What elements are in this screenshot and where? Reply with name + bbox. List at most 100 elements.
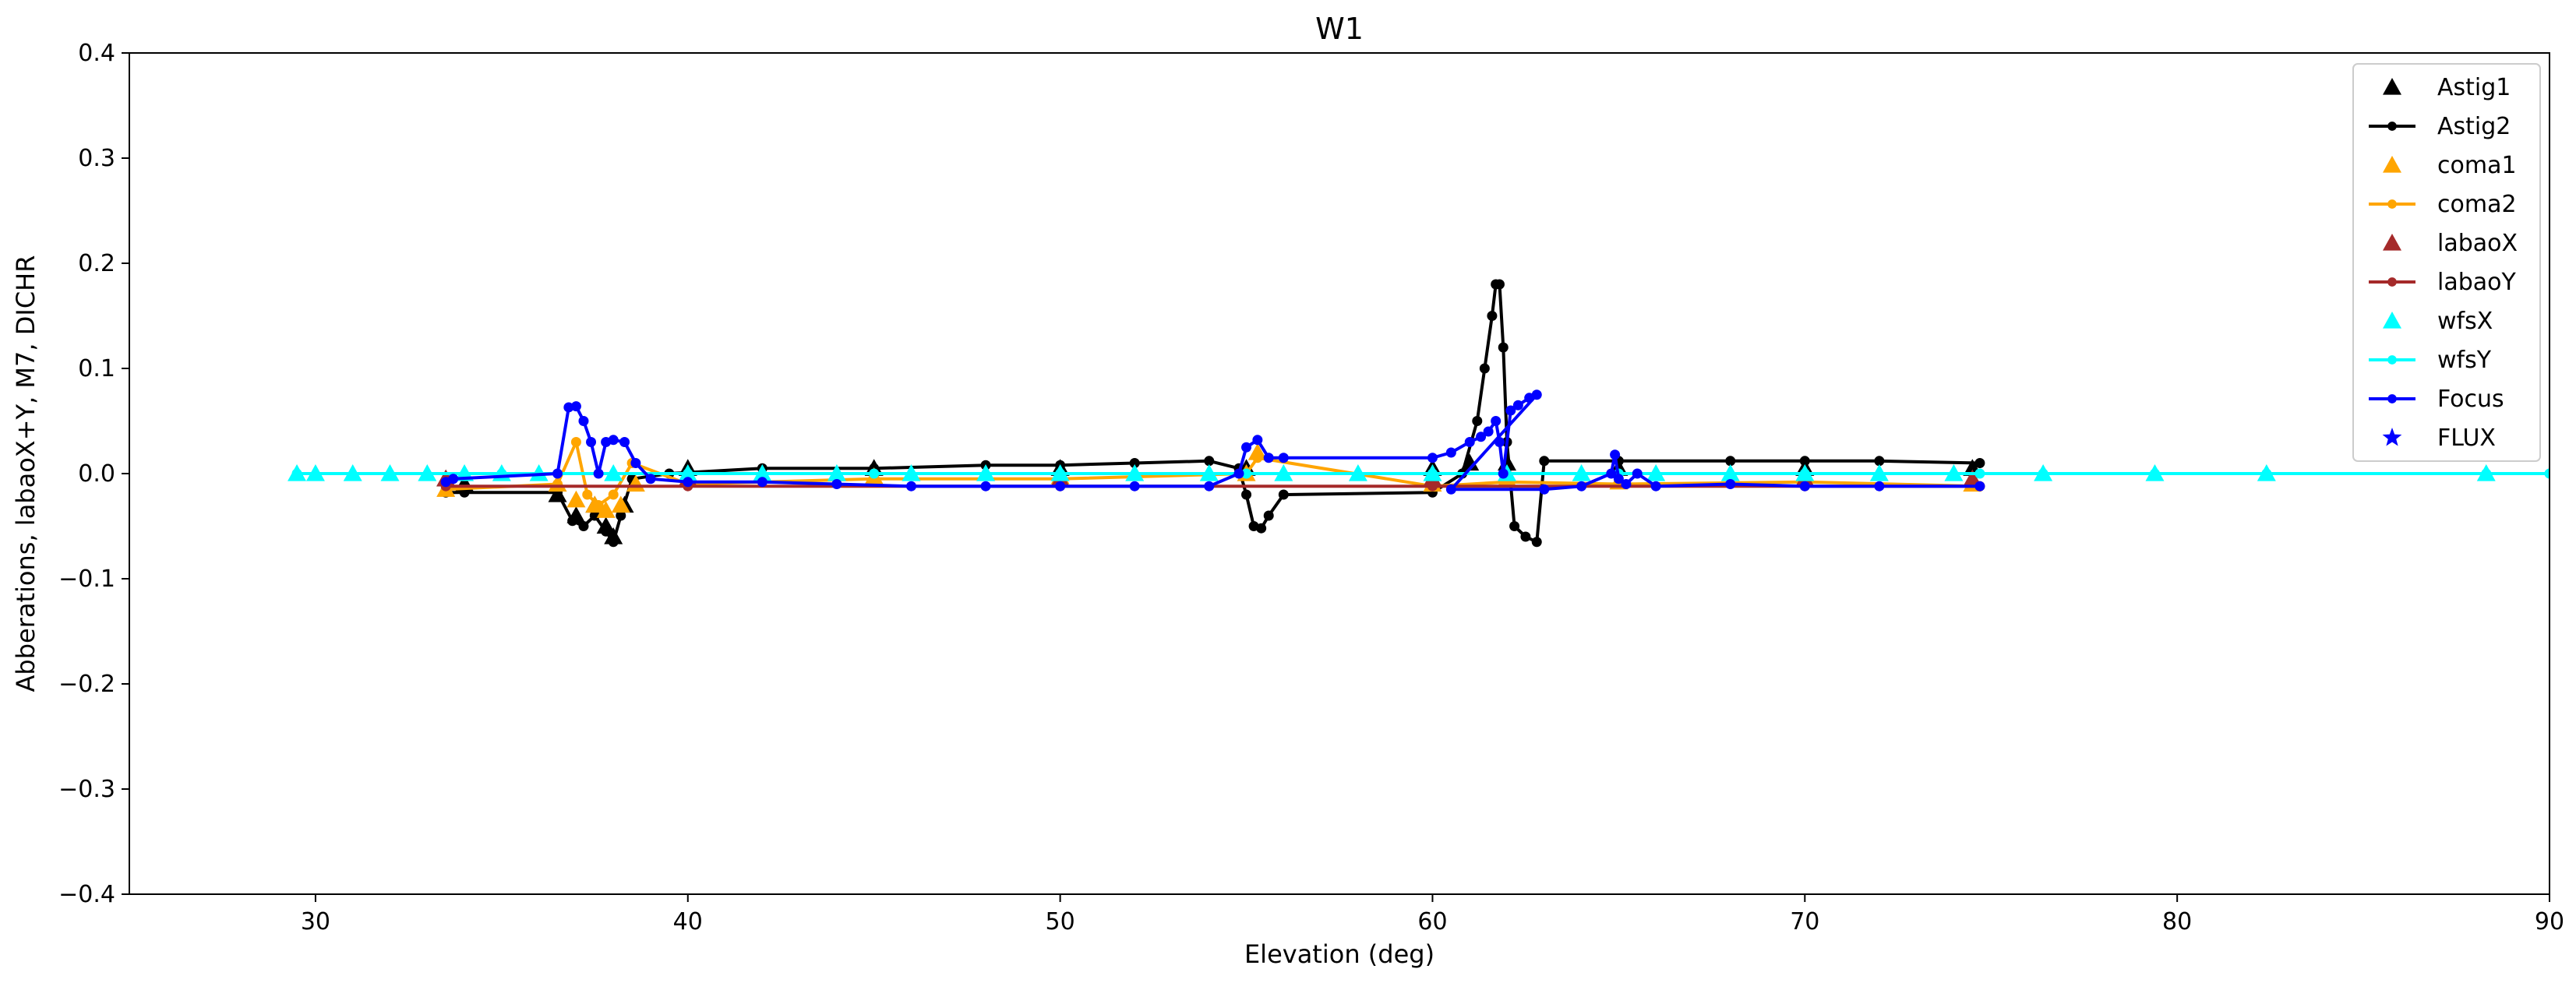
y-tick-label: 0.0 (78, 460, 115, 488)
data-point-focus (1512, 400, 1523, 410)
data-point-astig1 (596, 516, 616, 534)
data-point-focus (1650, 481, 1661, 492)
data-point-wfsy (869, 468, 880, 479)
data-point-wfsy (1427, 468, 1438, 479)
x-tick-label: 80 (2162, 908, 2192, 935)
data-point-focus (1445, 447, 1456, 458)
data-point-astig2 (1725, 456, 1736, 467)
x-tick-label: 50 (1046, 908, 1075, 935)
data-point-focus (1576, 481, 1587, 492)
data-point-astig2 (1263, 510, 1274, 521)
legend-item-coma2: coma2 (2369, 191, 2517, 218)
series-focus (440, 389, 1985, 495)
legend-box (2352, 63, 2541, 462)
legend-label: wfsY (2437, 347, 2492, 374)
data-point-astig2 (1487, 311, 1498, 321)
data-point-focus (1278, 453, 1289, 463)
x-tick-label: 90 (2535, 908, 2564, 935)
data-point-focus (1252, 435, 1263, 446)
data-point-focus (1476, 432, 1487, 442)
data-point-focus (1427, 453, 1438, 463)
data-point-wfsy (291, 468, 302, 479)
legend-marker (2383, 156, 2401, 173)
data-point-focus (757, 477, 768, 488)
data-point-astig2 (567, 516, 578, 527)
data-point-coma2 (608, 489, 619, 500)
x-tick-label: 60 (1417, 908, 1447, 935)
data-point-focus (1799, 481, 1810, 492)
data-point-wfsy (2149, 468, 2160, 479)
data-point-focus (619, 437, 630, 447)
data-point-coma2 (593, 500, 604, 510)
data-point-astig2 (589, 510, 600, 521)
legend-item-focus: Focus (2369, 386, 2504, 413)
data-point-wfsy (683, 468, 693, 479)
data-point-astig2 (608, 537, 619, 548)
legend-marker (2383, 78, 2401, 95)
legend-item-labaox: labaoX (2383, 230, 2518, 257)
data-point-wfsy (1241, 468, 1252, 479)
x-tick-label: 30 (301, 908, 330, 935)
y-tick-label: 0.3 (78, 145, 115, 172)
data-point-wfsy (2481, 468, 2492, 479)
legend-item-wfsx: wfsX (2383, 308, 2493, 335)
y-tick-label: 0.4 (78, 40, 115, 67)
data-point-focus (1539, 484, 1550, 495)
chart-title: W1 (1315, 12, 1364, 46)
data-point-focus (980, 481, 991, 492)
data-point-focus (563, 402, 574, 413)
data-point-focus (630, 458, 641, 468)
y-tick-label: −0.1 (58, 565, 115, 593)
x-axis: 30 40 50 60 70 80 90 (301, 894, 2564, 935)
data-point-focus (593, 468, 604, 479)
data-point-focus (448, 474, 459, 484)
data-point-focus (1613, 474, 1624, 484)
data-point-coma2 (582, 489, 593, 500)
legend-marker (2383, 312, 2401, 329)
legend-item-flux: FLUX (2382, 425, 2496, 452)
data-point-focus (1494, 437, 1505, 447)
legend-item-labaoy: labaoY (2369, 269, 2517, 296)
data-point-focus (1204, 481, 1215, 492)
data-point-astig2 (601, 526, 612, 537)
data-point-astig2 (1278, 489, 1289, 500)
data-point-astig2 (1204, 456, 1215, 467)
data-point-focus (578, 416, 589, 426)
plot-area (288, 279, 2550, 548)
data-point-astig2 (1974, 458, 1985, 468)
data-point-coma1 (611, 495, 630, 513)
data-point-astig2 (1494, 279, 1505, 290)
legend-item-astig1: Astig1 (2383, 74, 2511, 101)
data-point-wfsy (1799, 468, 1810, 479)
legend: Astig1 Astig2 coma1 coma2 labaoX labaoY wfsX wf… (2352, 63, 2541, 462)
data-point-wfsy (1974, 468, 1985, 479)
data-point-focus (1531, 389, 1542, 400)
data-point-astig2 (578, 521, 589, 531)
y-tick-label: 0.2 (78, 250, 115, 277)
data-point-astig2 (1498, 342, 1509, 353)
legend-label: FLUX (2437, 425, 2496, 452)
legend-label: wfsX (2437, 308, 2493, 335)
data-point-focus (1233, 468, 1244, 479)
data-point-astig2 (1531, 537, 1542, 548)
y-tick-label: −0.3 (58, 776, 115, 803)
x-axis-label: Elevation (deg) (1244, 939, 1434, 969)
y-tick-label: −0.4 (58, 881, 115, 908)
data-point-coma1 (1247, 443, 1267, 460)
legend-label: Astig1 (2437, 74, 2511, 101)
y-axis: −0.4 −0.3 −0.2 −0.1 0.0 0.1 0.2 0.3 0.4 (58, 40, 129, 908)
legend-marker (2387, 394, 2397, 403)
data-point-focus (831, 479, 842, 489)
data-point-focus (1606, 468, 1617, 479)
data-point-wfsy (2261, 468, 2272, 479)
legend-label: labaoX (2437, 230, 2518, 257)
data-point-focus (570, 401, 581, 412)
data-point-astig2 (616, 510, 626, 521)
legend-marker (2382, 428, 2402, 446)
legend-item-wfsy: wfsY (2369, 347, 2492, 374)
legend-marker (2387, 355, 2397, 365)
y-axis-label: Abberations, labaoX+Y, M7, DICHR (11, 255, 41, 692)
data-point-astig2 (1874, 456, 1885, 467)
